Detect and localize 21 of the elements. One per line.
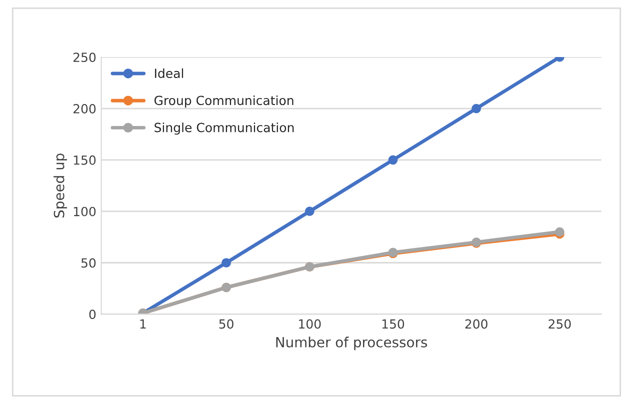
y-tick-label: 0 xyxy=(89,310,96,320)
x-tick-label: 250 xyxy=(548,319,571,329)
legend-label: Single Communication xyxy=(154,122,294,135)
y-tick-label: 100 xyxy=(74,206,96,216)
y-tick-label: 150 xyxy=(74,155,96,165)
legend-label: Ideal xyxy=(155,68,184,78)
x-tick-label: 1 xyxy=(140,319,146,329)
x-tick-label: 200 xyxy=(465,319,488,329)
point xyxy=(304,206,314,216)
point xyxy=(472,104,482,114)
point xyxy=(388,155,398,165)
legend-label: Group Communication xyxy=(154,95,294,108)
y-tick-label: 200 xyxy=(73,104,96,114)
point xyxy=(222,258,231,268)
x-tick-label: 150 xyxy=(382,319,404,329)
y-tick-label: 50 xyxy=(81,258,96,268)
x-tick-label: 100 xyxy=(299,319,321,329)
y-tick-label: 250 xyxy=(73,52,96,62)
y-axis-title: Speed up xyxy=(54,154,68,218)
x-tick-label: 50 xyxy=(219,319,234,329)
x-axis-title: Number of processors xyxy=(276,336,428,350)
